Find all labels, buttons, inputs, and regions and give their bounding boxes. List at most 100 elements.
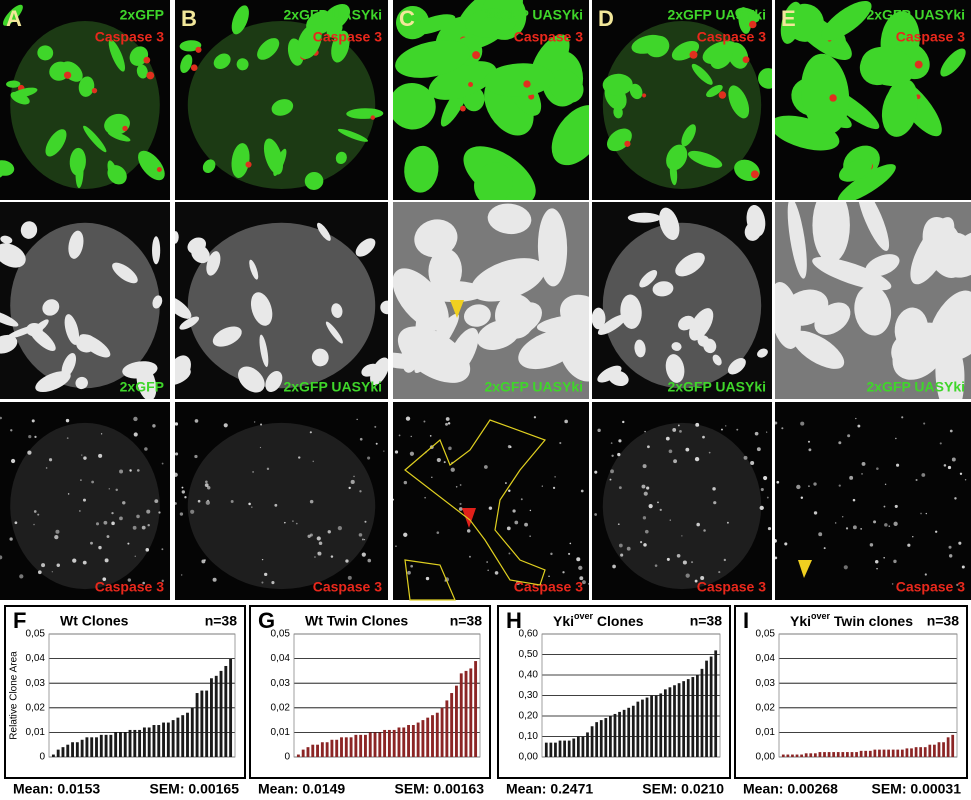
micrograph (0, 402, 170, 600)
clone (652, 281, 674, 297)
speckle (901, 416, 904, 419)
speckle (179, 512, 184, 516)
clone (487, 203, 532, 235)
clone (706, 84, 723, 98)
clone (202, 159, 216, 173)
speckle (775, 556, 778, 560)
bar (937, 742, 941, 757)
speckle (876, 467, 879, 470)
speckle (161, 579, 164, 582)
speckle (405, 416, 411, 421)
image-content (592, 0, 772, 200)
bar (426, 717, 430, 757)
speckle (0, 416, 2, 420)
n-label: n=38 (927, 613, 960, 629)
speckle (533, 416, 537, 419)
bar (407, 725, 410, 757)
bar (558, 740, 562, 757)
image-content (592, 402, 772, 600)
bar (599, 720, 603, 757)
arrowhead (798, 560, 812, 578)
speckle (425, 576, 430, 581)
speckle (841, 516, 844, 518)
speckle (266, 467, 270, 471)
image-content (592, 202, 772, 399)
speckle (924, 573, 927, 576)
speckle (726, 521, 729, 524)
speckle (359, 437, 363, 441)
speckle (204, 483, 209, 487)
clone (728, 85, 750, 119)
speckle (896, 463, 900, 467)
bar (368, 732, 372, 757)
speckle (330, 555, 334, 558)
bar (613, 713, 617, 757)
speckle (559, 441, 562, 445)
speckle (27, 450, 32, 455)
bar (296, 754, 300, 757)
speckle (72, 558, 77, 563)
speckle (459, 502, 462, 505)
speckle (67, 493, 70, 495)
caspase-dot (642, 93, 647, 98)
speckle (818, 532, 823, 537)
speckle (111, 511, 114, 515)
clone (838, 159, 873, 182)
speckle (618, 543, 623, 548)
bar (431, 715, 434, 757)
bar (214, 675, 218, 757)
bar (914, 747, 918, 757)
speckle (486, 561, 489, 564)
chart-frame (734, 605, 968, 779)
bar (891, 749, 895, 757)
speckle (564, 419, 568, 424)
clone (891, 330, 940, 373)
speckle (37, 513, 40, 516)
label-red: Caspase 3 (313, 579, 382, 595)
speckle (429, 435, 432, 437)
speckle (529, 535, 531, 537)
clone (940, 48, 966, 77)
speckle (582, 580, 586, 585)
speckle (541, 485, 543, 487)
label-green: 2xGFP UASYki (866, 379, 965, 395)
y-tick-label: 0,02 (756, 702, 776, 713)
bar (586, 732, 589, 757)
bar (152, 725, 156, 757)
caspase-dot (190, 64, 198, 72)
speckle (410, 564, 413, 568)
speckle (450, 467, 455, 472)
bar (682, 681, 686, 757)
speckle (961, 565, 965, 569)
speckle (874, 559, 879, 564)
y-tick-label: 0,02 (271, 702, 291, 713)
speckle (364, 520, 367, 523)
speckle (943, 464, 947, 467)
micrograph (775, 0, 971, 200)
clone (265, 370, 283, 392)
clone (669, 160, 678, 186)
clone (691, 63, 713, 85)
speckle (654, 564, 658, 567)
speckle (696, 522, 700, 527)
bar (99, 734, 103, 757)
clone (738, 7, 752, 34)
speckle (409, 451, 415, 456)
bar (51, 754, 55, 757)
speckle (775, 421, 778, 425)
bar (210, 678, 213, 757)
speckle (259, 446, 262, 449)
clone (812, 202, 850, 263)
speckle (33, 510, 37, 513)
speckle (760, 487, 764, 492)
title-part: Twin clones (830, 613, 913, 629)
speckle (775, 538, 777, 543)
speckle (154, 499, 159, 504)
speckle (403, 480, 408, 485)
speckle (725, 425, 727, 427)
mean-label: Mean: 0.2471 (506, 781, 593, 797)
bar (567, 740, 571, 757)
panel-letter: B (181, 6, 197, 31)
speckle (147, 523, 150, 527)
speckle (307, 534, 311, 538)
